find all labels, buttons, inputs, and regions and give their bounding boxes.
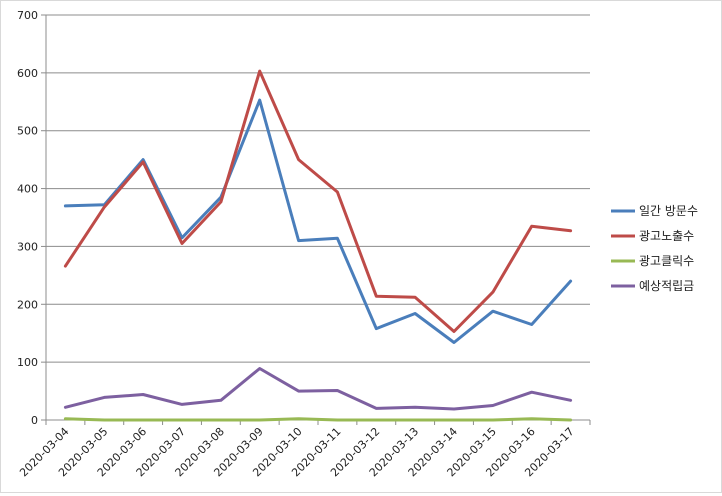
- series-line-3: [63, 367, 573, 411]
- y-tick-label: 600: [17, 67, 38, 80]
- y-tick-label: 200: [17, 298, 38, 311]
- y-axis-ticks: 0 100 200 300 400 500 600 700: [17, 9, 46, 427]
- y-tick-label: 100: [17, 356, 38, 369]
- y-tick-label: 300: [17, 240, 38, 253]
- legend-label: 일간 방문수: [639, 204, 698, 218]
- y-tick-label: 500: [17, 125, 38, 138]
- y-tick-label: 400: [17, 183, 38, 196]
- legend-label: 예상적립금: [639, 279, 694, 293]
- series-line-2: [63, 417, 573, 422]
- series-lines: [63, 69, 573, 422]
- axes: [45, 15, 590, 421]
- y-tick-label: 700: [17, 9, 38, 22]
- legend-label: 광고노출수: [639, 229, 694, 243]
- series-line-1: [63, 69, 573, 333]
- y-tick-label: 0: [31, 414, 38, 427]
- series-line-0: [63, 98, 573, 344]
- grid-lines: [46, 14, 590, 363]
- legend-label: 광고클릭수: [639, 254, 694, 268]
- x-axis-ticks: 2020-03-042020-03-052020-03-062020-03-07…: [17, 420, 591, 479]
